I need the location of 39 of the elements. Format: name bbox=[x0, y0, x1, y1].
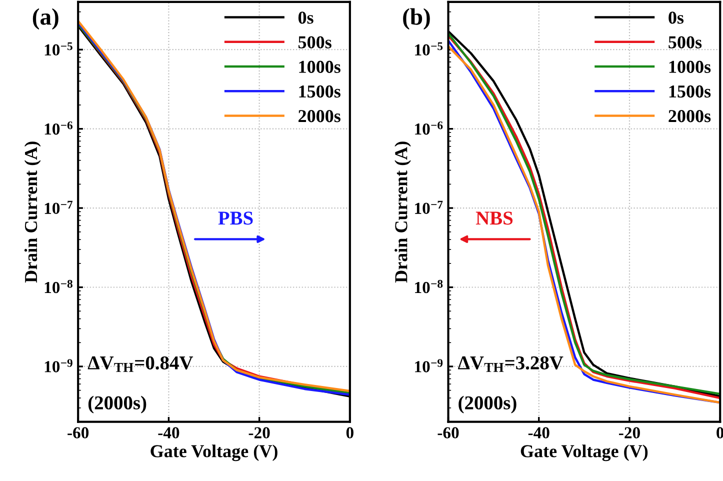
annotation: (2000s) bbox=[458, 396, 516, 414]
x-tick-label: -60 bbox=[68, 427, 89, 438]
y-tick-label: 10$^{−5}$ bbox=[415, 42, 443, 56]
annotation: PBS bbox=[218, 212, 253, 225]
legend-label: 500s bbox=[298, 36, 332, 48]
y-tick-label: 10$^{−6}$ bbox=[415, 121, 443, 135]
y-tick-label: 10$^{−8}$ bbox=[415, 280, 443, 294]
y-axis-title: Drain Current (A) bbox=[394, 142, 411, 283]
legend-label: 0s bbox=[298, 12, 314, 24]
annotation: NBS bbox=[476, 212, 513, 225]
legend-label: 1500s bbox=[669, 85, 711, 98]
y-tick-label: 10$^{−9}$ bbox=[415, 359, 443, 372]
legend-label: 2000s bbox=[298, 110, 340, 122]
legend-label: 1500s bbox=[299, 85, 340, 98]
x-tick-label: -60 bbox=[438, 427, 459, 438]
legend-label: 500s bbox=[668, 36, 702, 48]
y-tick-label: 10$^{−9}$ bbox=[44, 359, 72, 372]
y-tick-label: 10$^{−7}$ bbox=[44, 200, 73, 214]
legend-label: 1000s bbox=[299, 60, 340, 73]
x-axis-title: Gate Voltage (V) bbox=[520, 444, 648, 462]
x-tick-label: 0 bbox=[346, 427, 354, 438]
text: (a) bbox=[32, 8, 58, 30]
x-axis-title: Gate Voltage (V) bbox=[150, 444, 278, 462]
y-axis-title: Drain Current (A) bbox=[24, 142, 41, 283]
legend-label: 2000s bbox=[668, 110, 711, 122]
y-tick-label: 10$^{−5}$ bbox=[44, 42, 72, 56]
y-tick-label: 10$^{−6}$ bbox=[44, 121, 72, 135]
annotation: ΔV$_{TH}$=0.84V bbox=[88, 356, 194, 372]
y-tick-label: 10$^{−7}$ bbox=[415, 200, 443, 214]
x-tick-label: -40 bbox=[158, 427, 180, 438]
text: (b) bbox=[403, 8, 430, 30]
x-tick-label: -20 bbox=[618, 427, 640, 438]
y-tick-label: 10$^{−8}$ bbox=[44, 280, 72, 294]
legend-label: 0s bbox=[668, 12, 684, 24]
annotation: ΔV$_{TH}$=3.28V bbox=[458, 356, 564, 372]
x-tick-label: -40 bbox=[528, 427, 550, 438]
legend-label: 1000s bbox=[669, 60, 711, 73]
annotation: (2000s) bbox=[88, 396, 146, 414]
x-tick-label: -20 bbox=[248, 427, 270, 438]
